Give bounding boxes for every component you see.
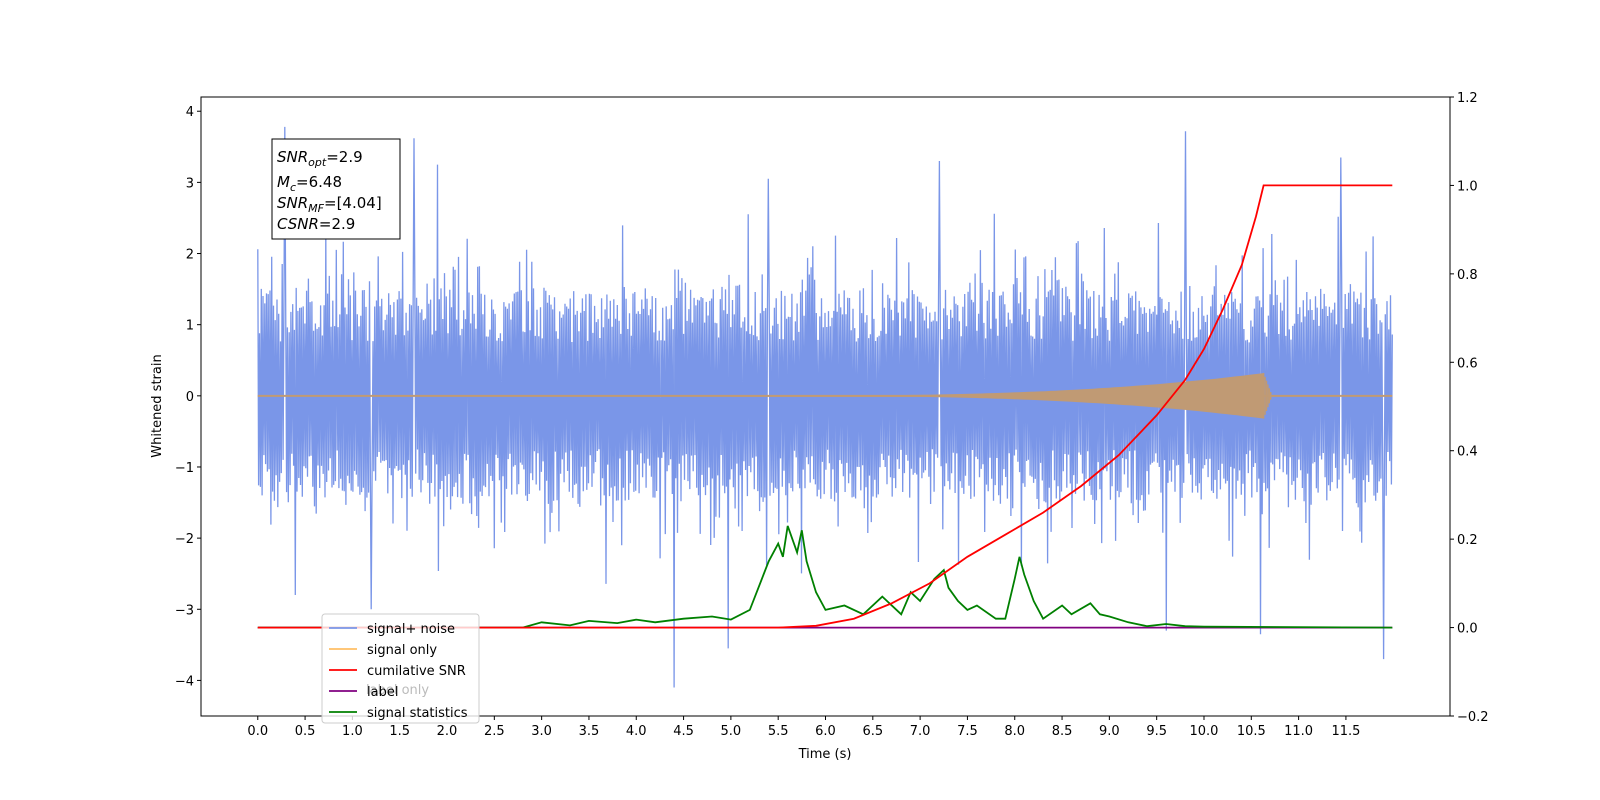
annotation-snr-mf-sub: MF [308,202,324,215]
y-left-tick-label: −1 [175,461,194,476]
x-tick-label: 4.0 [626,724,647,739]
y-right-tick-label: 0.2 [1457,533,1478,548]
annotation-csnr: CSNR=2.9 [277,215,355,233]
legend-label: cumilative SNR [367,664,466,679]
y-left-tick-label: 3 [186,176,194,191]
x-tick-label: 6.0 [815,724,836,739]
series-signal-noise [257,126,1393,688]
annotation-mc-value: =6.48 [296,173,342,191]
legend: label only signal+ noise signal only cumil… [321,613,480,724]
x-tick-label: 5.5 [768,724,789,739]
annotation-csnr-symbol: CSNR [277,215,319,233]
x-tick-label: 7.0 [910,724,931,739]
x-tick-label: 2.5 [484,724,505,739]
annotation-snr-mf: SNRMF=[4.04] [277,194,382,215]
x-axis-label: Time (s) [798,747,852,762]
annotation-frame [271,138,401,240]
annotation-mc-symbol: M [277,173,290,191]
annotation-snr-opt: SNRopt=2.9 [277,148,363,169]
x-tick-label: 11.5 [1331,724,1360,739]
y-right-tick-label: 1.2 [1457,91,1478,106]
annotation-csnr-value: =2.9 [319,215,355,233]
x-tick-label: 2.0 [437,724,458,739]
y-right-tick-label: −0.2 [1457,710,1489,725]
x-tick-label: 10.0 [1190,724,1219,739]
x-tick-label: 3.0 [531,724,552,739]
annotation-mc-sub: c [290,181,296,194]
axes: 0.0 0.5 1.0 1.5 2.0 2.5 3.0 3.5 4.0 4.5 5.0 5.5 6.0 6… [175,91,1489,739]
series-cumilative-snr [257,184,1393,629]
y-right-tick-label: 1.0 [1457,179,1478,194]
legend-frame [321,613,480,724]
x-tick-label: 9.5 [1146,724,1167,739]
x-tick-label: 11.0 [1284,724,1313,739]
annotation-box: SNRopt=2.9 Mc=6.48 SNRMF=[4.04] CSNR=2.9 [271,138,401,240]
x-tick-label: 6.5 [862,724,883,739]
series-signal-only-chirp [730,373,1264,419]
legend-ghost-text: label only [366,683,429,698]
annotation-snr-mf-value: =[4.04] [324,194,382,212]
series-signal-statistics [257,525,1393,629]
legend-label: label [367,685,398,700]
y-left-tick-label: 1 [186,319,194,334]
annotation-mc: Mc=6.48 [277,173,342,194]
x-tick-label: 0.5 [295,724,316,739]
y-left-tick-label: −4 [175,674,194,689]
y-left-tick-label: 4 [186,105,194,120]
y-axis-label: Whitened strain [150,354,165,457]
x-tick-label: 1.0 [342,724,363,739]
x-tick-label: 8.5 [1052,724,1073,739]
x-tick-label: 9.0 [1099,724,1120,739]
x-tick-label: 8.0 [1004,724,1025,739]
x-tick-label: 7.5 [957,724,978,739]
y-right-tick-label: 0.4 [1457,445,1478,460]
y-left-tick-label: −2 [175,532,194,547]
y-right-tick-label: 0.6 [1457,356,1478,371]
legend-label: signal statistics [367,706,468,721]
annotation-snr-mf-symbol: SNR [277,194,308,212]
y-right-tick-label: 0.0 [1457,622,1478,637]
annotation-snr-opt-value: =2.9 [326,148,362,166]
legend-label: signal+ noise [367,622,455,637]
annotation-snr-opt-symbol: SNR [277,148,308,166]
annotation-snr-opt-sub: opt [308,156,327,169]
y-left-tick-label: 0 [186,390,194,405]
x-tick-label: 1.5 [389,724,410,739]
y-left-tick-label: 2 [186,248,194,263]
x-tick-label: 10.5 [1237,724,1266,739]
legend-entries: signal+ noise signal only cumilative SNR la… [329,622,468,721]
legend-label: signal only [367,643,437,658]
x-tick-label: 5.0 [721,724,742,739]
y-right-tick-label: 0.8 [1457,268,1478,283]
x-tick-label: 3.5 [579,724,600,739]
x-tick-label: 4.5 [673,724,694,739]
y-left-tick-label: −3 [175,603,194,618]
plot-area [257,126,1393,688]
x-tick-label: 0.0 [247,724,268,739]
